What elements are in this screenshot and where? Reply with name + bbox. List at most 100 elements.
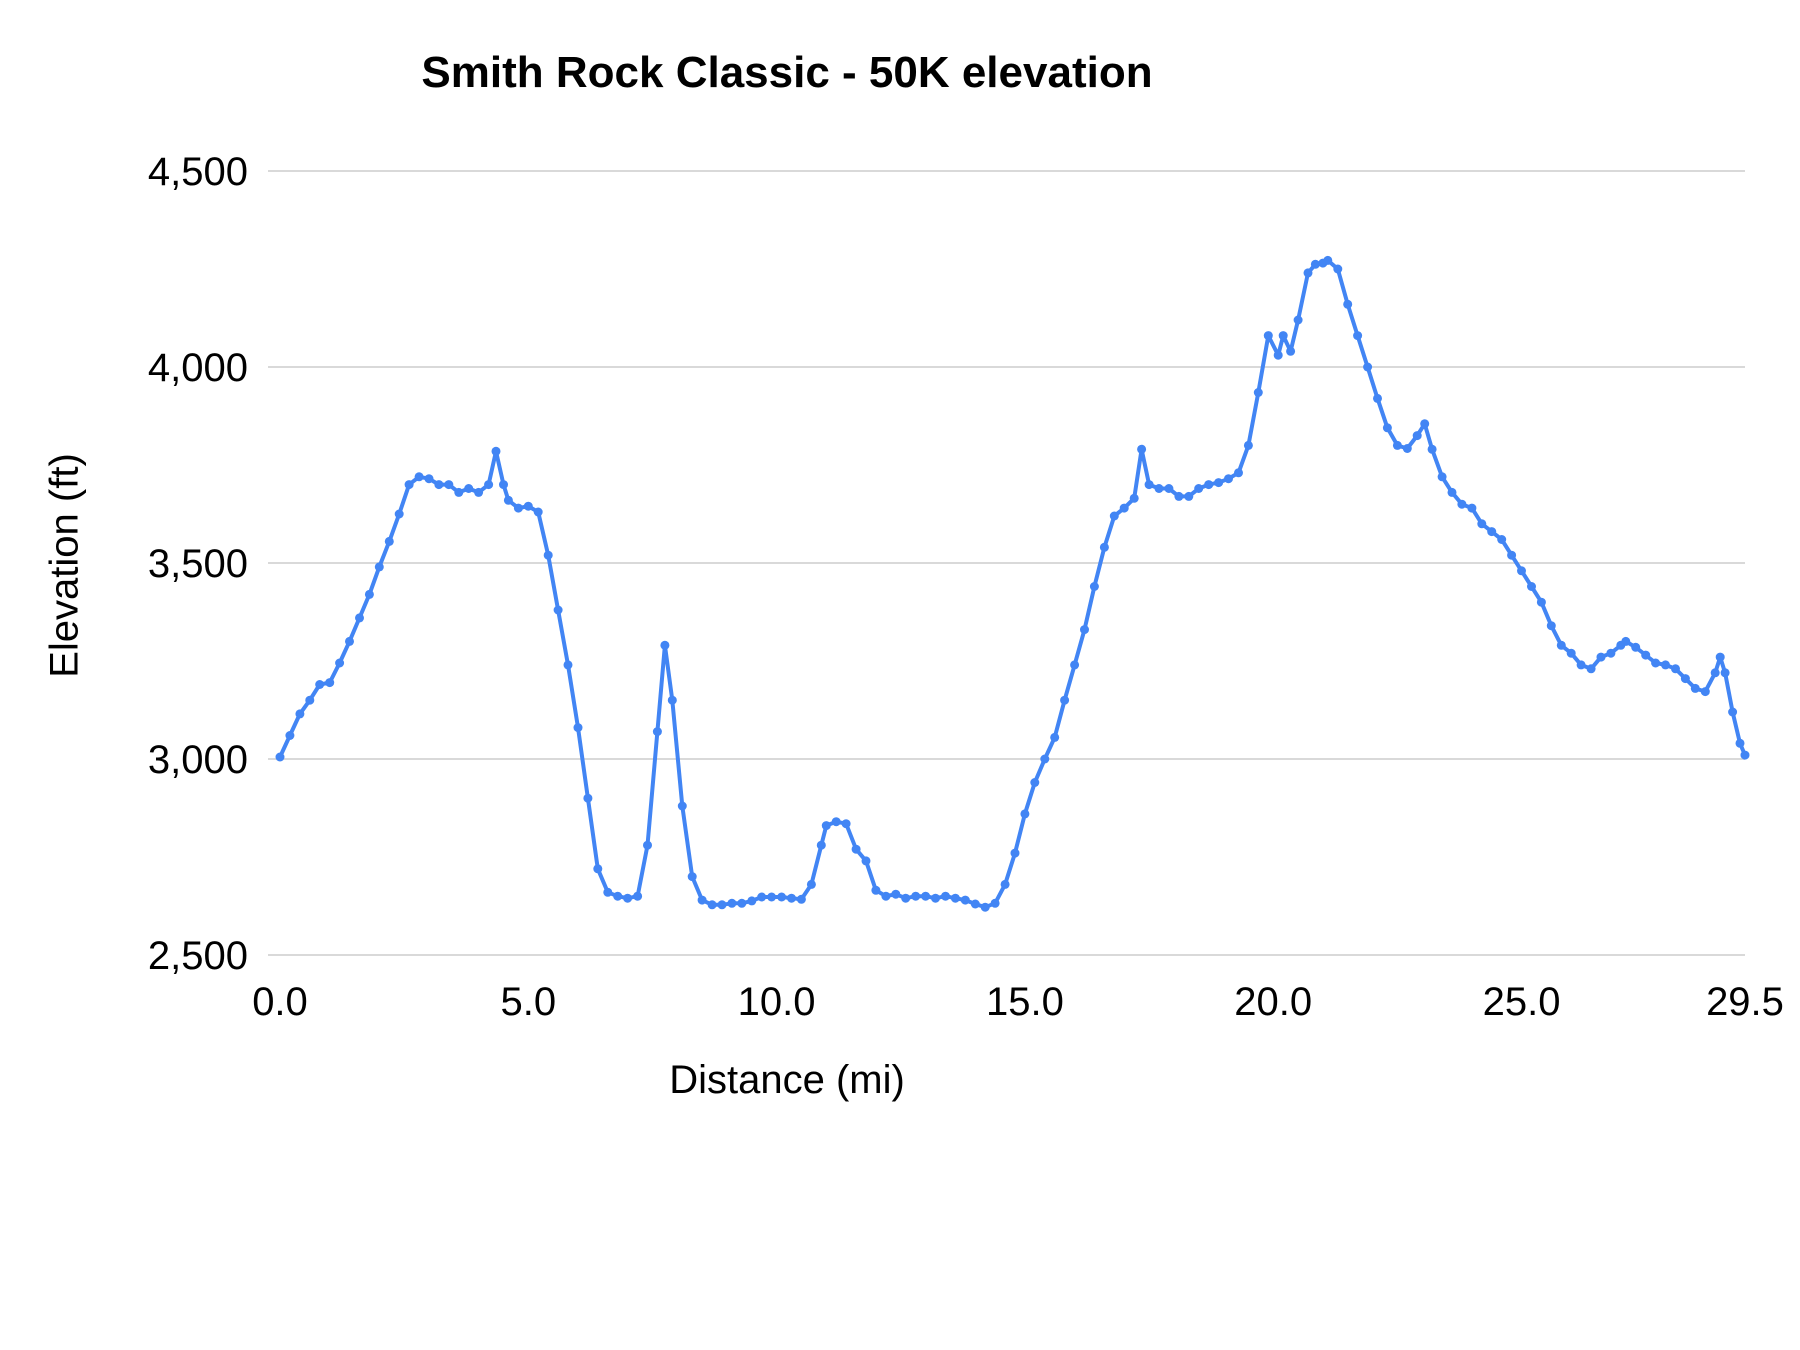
series-point [1556, 640, 1566, 650]
series-point [990, 898, 1000, 908]
series-point [1517, 566, 1526, 576]
series-point [1273, 350, 1283, 360]
series-point [1363, 362, 1373, 372]
series-point [660, 640, 670, 650]
x-tick-label: 10.0 [738, 980, 816, 1024]
series-point [891, 889, 901, 899]
series-point [1710, 668, 1720, 678]
series-point [767, 892, 777, 902]
series-point [747, 896, 757, 906]
series-point [374, 562, 384, 572]
series-point [1144, 480, 1154, 490]
series-point [1420, 419, 1430, 429]
series-point [931, 893, 940, 903]
series-point [777, 892, 787, 902]
series-point [1576, 660, 1586, 670]
series-point [1661, 660, 1670, 670]
series-point [980, 902, 990, 912]
series-point [315, 680, 325, 689]
series-point [737, 898, 747, 908]
series-point [1293, 315, 1303, 325]
y-tick-label: 2,500 [148, 934, 248, 978]
series-point [499, 480, 508, 490]
series-point [707, 900, 717, 910]
series-point [613, 891, 623, 901]
series-point [1109, 511, 1119, 521]
series-point [1467, 503, 1477, 513]
series-point [325, 678, 335, 688]
series-point [757, 892, 767, 902]
series-point [593, 864, 603, 874]
series-point [275, 752, 285, 762]
series-point [1631, 642, 1641, 652]
series-point [1437, 472, 1447, 482]
series-point [484, 480, 494, 490]
series-point [1680, 674, 1690, 684]
series-point [1382, 423, 1392, 433]
series-point [1243, 440, 1253, 450]
series-point [1353, 331, 1363, 341]
elevation-series [275, 255, 1750, 912]
series-point [1099, 542, 1109, 552]
series-point [1641, 650, 1651, 660]
y-tick-label: 4,500 [148, 150, 248, 194]
gridlines [268, 170, 1745, 956]
series-point [523, 501, 533, 511]
x-tick-label: 5.0 [501, 980, 557, 1024]
series-point [821, 821, 831, 831]
series-point [677, 801, 687, 811]
series-point [603, 887, 613, 897]
series-point [1154, 484, 1164, 493]
series-point [1080, 625, 1089, 635]
series-point [1333, 264, 1343, 274]
series-point [503, 495, 513, 505]
series-point [717, 900, 727, 910]
series-point [861, 856, 871, 866]
series-point [643, 840, 652, 850]
series-point [1040, 754, 1050, 764]
series-point [901, 893, 911, 903]
series-point [911, 891, 921, 901]
series-point [1204, 480, 1214, 490]
series-point [921, 891, 931, 901]
series-point [394, 509, 404, 519]
series-point [806, 879, 816, 889]
series-point [1487, 527, 1497, 537]
series-point [513, 503, 523, 513]
series-point [1507, 550, 1517, 560]
series-point [285, 731, 295, 740]
series-point [1263, 331, 1273, 341]
x-axis-tick-labels: 0.0 5.0 10.0 15.0 20.0 25.0 29.5 [252, 980, 1784, 1024]
series-point [305, 695, 315, 705]
x-axis-title: Distance (mi) [669, 1058, 905, 1102]
series-point [583, 793, 593, 803]
chart-title: Smith Rock Classic - 50K elevation [421, 48, 1153, 97]
y-tick-label: 4,000 [148, 346, 248, 390]
series-point [355, 613, 364, 623]
series-point [950, 893, 960, 903]
series-point [434, 480, 444, 490]
series-point [1728, 707, 1738, 717]
series-point [1184, 491, 1194, 501]
series-point [1119, 503, 1129, 513]
series-point [573, 723, 583, 733]
series-point [1586, 664, 1596, 674]
series-point [1527, 582, 1536, 591]
series-point [384, 536, 394, 546]
series-point [1690, 683, 1700, 693]
series-point [881, 891, 891, 901]
series-point [831, 817, 841, 827]
series-point [533, 507, 543, 517]
series-point [1671, 664, 1680, 674]
series-point [563, 660, 573, 670]
series-point [335, 658, 345, 668]
series-point [1343, 299, 1353, 309]
series-point [1194, 484, 1204, 493]
series-point [364, 589, 374, 599]
series-point [1700, 687, 1710, 697]
series-point [1089, 582, 1099, 591]
series-point [464, 484, 474, 493]
series-point [623, 893, 633, 903]
